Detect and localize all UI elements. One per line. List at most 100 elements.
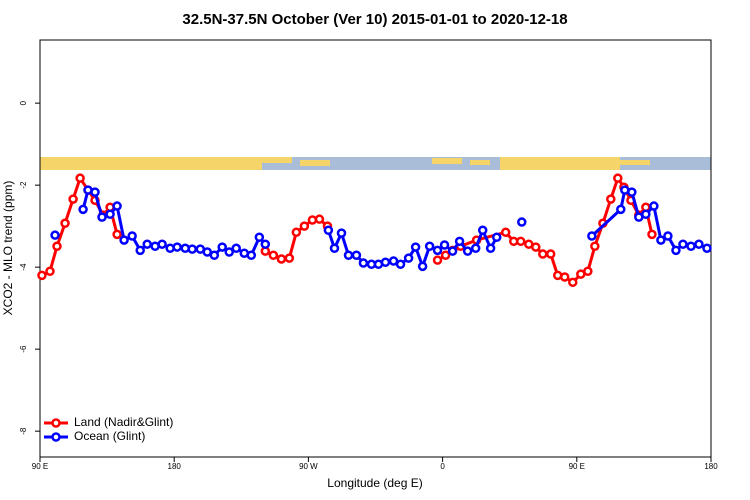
point <box>50 230 60 240</box>
x-tick-label: 180 <box>704 462 718 471</box>
point <box>97 212 107 222</box>
point <box>515 236 526 247</box>
point <box>388 256 399 266</box>
x-tick-label: 90 E <box>569 462 585 471</box>
y-tick-label: -6 <box>19 345 28 353</box>
y-tick-label: 0 <box>19 100 28 105</box>
x-tick-label: 90 W <box>299 462 318 471</box>
point <box>254 232 265 242</box>
point <box>343 250 354 261</box>
point <box>403 253 414 263</box>
point <box>671 245 681 256</box>
point <box>678 239 688 249</box>
point <box>440 250 451 261</box>
point <box>358 258 369 268</box>
point <box>587 231 597 241</box>
point <box>284 253 295 263</box>
point <box>447 246 458 256</box>
x-tick-label: 0 <box>440 462 445 471</box>
point <box>37 270 47 281</box>
point <box>45 266 55 277</box>
point <box>246 250 257 261</box>
y-tick-label: -2 <box>19 181 28 189</box>
legend-marker <box>51 432 61 442</box>
point <box>583 266 593 277</box>
point <box>60 218 70 229</box>
point <box>647 229 657 240</box>
point <box>606 194 616 204</box>
series-line <box>41 174 654 285</box>
point <box>112 201 122 211</box>
point <box>477 225 488 236</box>
point <box>105 209 115 220</box>
chart-title: 32.5N-37.5N October (Ver 10) 2015-01-01 … <box>182 11 567 28</box>
point <box>127 231 137 241</box>
point <box>323 225 334 236</box>
y-tick-label: -4 <box>19 263 28 271</box>
point <box>224 247 234 257</box>
x-tick-label: 90 E <box>32 462 48 471</box>
point <box>202 247 213 257</box>
x-tick-label: 180 <box>168 462 182 471</box>
point <box>135 245 145 256</box>
point <box>90 187 100 197</box>
point <box>616 204 626 215</box>
point <box>75 173 85 183</box>
point <box>217 242 227 252</box>
y-tick-label: -8 <box>19 427 28 435</box>
point <box>627 187 637 197</box>
point <box>656 235 666 245</box>
point <box>545 249 556 259</box>
point <box>424 241 435 251</box>
point <box>641 209 651 220</box>
y-axis-label: XCO2 - MLO trend (ppm) <box>1 181 15 316</box>
point <box>187 244 197 254</box>
point <box>336 228 347 238</box>
point <box>276 254 287 264</box>
point <box>531 242 541 252</box>
legend-label: Land (Nadir&Glint) <box>74 415 173 429</box>
point <box>663 231 673 241</box>
point <box>52 241 62 251</box>
point <box>538 249 548 259</box>
point <box>432 255 443 265</box>
point <box>112 229 122 240</box>
point <box>649 201 659 211</box>
point <box>329 243 340 254</box>
point <box>231 243 241 254</box>
point <box>119 235 129 245</box>
point <box>157 239 167 249</box>
point <box>68 194 78 204</box>
point <box>613 173 623 183</box>
point <box>299 221 310 231</box>
point <box>517 217 527 227</box>
point <box>485 243 496 254</box>
point <box>491 232 502 242</box>
point <box>78 204 88 215</box>
point <box>172 242 182 252</box>
legend-label: Ocean (Glint) <box>74 429 145 443</box>
point <box>590 241 600 251</box>
land-ocean-strip <box>40 157 711 170</box>
point <box>417 261 428 272</box>
legend-marker <box>51 418 61 428</box>
point <box>268 250 279 261</box>
point <box>291 227 302 238</box>
x-axis-label: Longitude (deg E) <box>327 476 422 490</box>
point <box>454 236 465 247</box>
point <box>702 243 712 254</box>
point <box>410 242 421 252</box>
point <box>142 239 152 249</box>
point <box>432 245 443 256</box>
point <box>694 239 704 249</box>
point <box>470 243 481 254</box>
point <box>380 257 391 267</box>
point <box>439 240 450 250</box>
point <box>351 250 362 261</box>
point <box>395 259 406 270</box>
point <box>209 250 220 261</box>
point <box>260 239 271 249</box>
point <box>462 246 473 256</box>
point <box>559 272 570 282</box>
